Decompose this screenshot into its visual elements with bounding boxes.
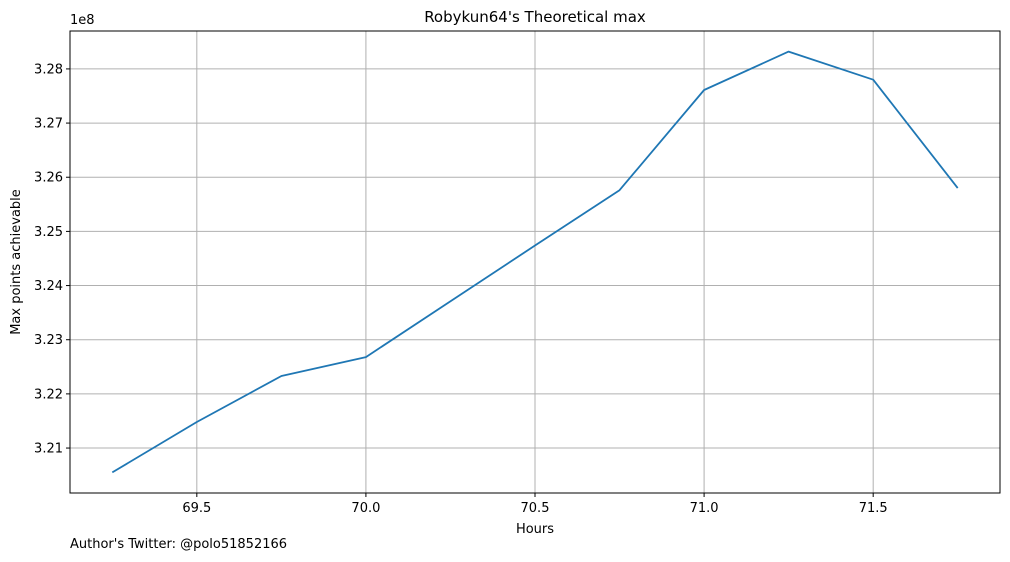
x-tick-label: 70.5 — [521, 501, 550, 516]
y-tick-label: 3.26 — [34, 171, 63, 186]
y-axis-label: Max points achievable — [9, 189, 24, 335]
y-tick-label: 3.27 — [34, 117, 63, 132]
x-tick-label: 71.5 — [859, 501, 888, 516]
x-tick-label: 69.5 — [182, 501, 211, 516]
y-tick-label: 3.23 — [34, 333, 63, 348]
y-tick-label: 3.22 — [34, 387, 63, 402]
y-axis-offset-label: 1e8 — [70, 13, 95, 28]
y-tick-label: 3.24 — [34, 279, 63, 294]
y-tick-label: 3.25 — [34, 225, 63, 240]
grid-lines — [70, 31, 1000, 493]
series-layer — [111, 50, 959, 474]
y-tick-label: 3.21 — [34, 442, 63, 457]
series-line — [111, 50, 959, 474]
author-twitter-note: Author's Twitter: @polo51852166 — [70, 537, 288, 552]
x-tick-label: 70.0 — [351, 501, 380, 516]
x-axis-label: Hours — [516, 522, 554, 537]
chart-title: Robykun64's Theoretical max — [424, 8, 646, 26]
axis-ticks: 69.5 70.0 70.5 71.0 71.5 3.21 3.22 3.23 3.24 3.25… — [34, 62, 888, 516]
y-tick-label: 3.28 — [34, 62, 63, 77]
x-tick-label: 71.0 — [690, 501, 719, 516]
